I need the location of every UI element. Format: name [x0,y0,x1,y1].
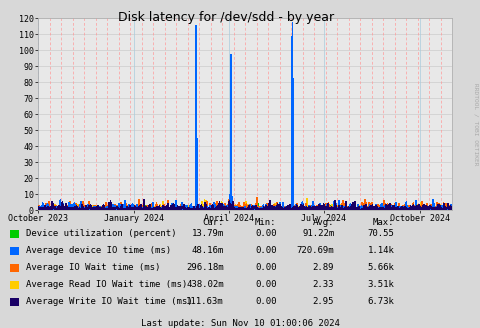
Text: 91.22m: 91.22m [301,229,334,238]
Text: Cur:: Cur: [202,218,223,227]
Text: RRDTOOL / TOBI OETIKER: RRDTOOL / TOBI OETIKER [473,83,478,166]
Text: Avg:: Avg: [312,218,334,227]
Text: Average device IO time (ms): Average device IO time (ms) [26,246,171,255]
Text: 2.89: 2.89 [312,263,334,272]
Text: 0.00: 0.00 [254,229,276,238]
Text: 70.55: 70.55 [367,229,394,238]
Text: Average Write IO Wait time (ms): Average Write IO Wait time (ms) [26,297,192,306]
Text: Max:: Max: [372,218,394,227]
Text: 3.51k: 3.51k [367,280,394,289]
Text: Average Read IO Wait time (ms): Average Read IO Wait time (ms) [26,280,187,289]
Text: Device utilization (percent): Device utilization (percent) [26,229,177,238]
Text: 111.63m: 111.63m [186,297,223,306]
Text: 6.73k: 6.73k [367,297,394,306]
Text: 5.66k: 5.66k [367,263,394,272]
Text: 0.00: 0.00 [254,246,276,255]
Text: 2.33: 2.33 [312,280,334,289]
Text: 0.00: 0.00 [254,280,276,289]
Text: 0.00: 0.00 [254,263,276,272]
Text: Average IO Wait time (ms): Average IO Wait time (ms) [26,263,160,272]
Text: Disk latency for /dev/sdd - by year: Disk latency for /dev/sdd - by year [118,11,334,25]
Text: 296.18m: 296.18m [186,263,223,272]
Text: 438.02m: 438.02m [186,280,223,289]
Text: 13.79m: 13.79m [191,229,223,238]
Text: Last update: Sun Nov 10 01:00:06 2024: Last update: Sun Nov 10 01:00:06 2024 [141,319,339,328]
Text: 2.95: 2.95 [312,297,334,306]
Text: 720.69m: 720.69m [296,246,334,255]
Text: 0.00: 0.00 [254,297,276,306]
Text: 48.16m: 48.16m [191,246,223,255]
Text: Min:: Min: [254,218,276,227]
Text: 1.14k: 1.14k [367,246,394,255]
